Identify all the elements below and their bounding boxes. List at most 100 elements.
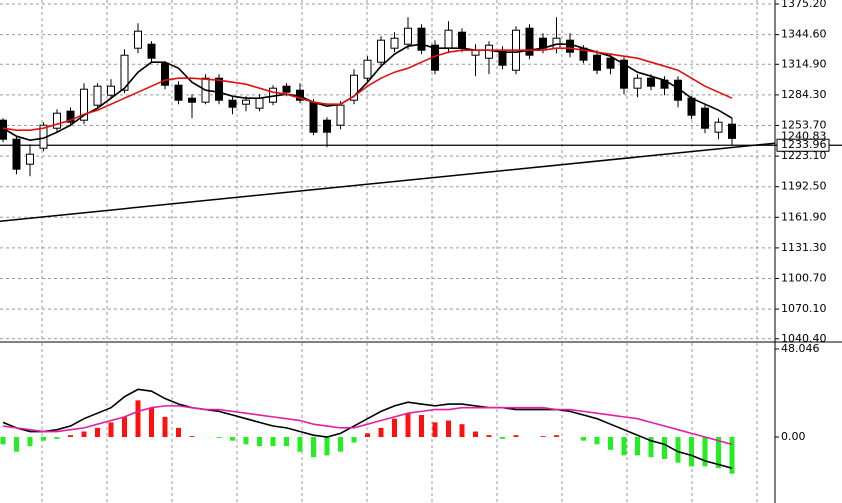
histogram-bar bbox=[486, 435, 492, 438]
histogram-bar bbox=[0, 437, 6, 445]
candle-body bbox=[134, 30, 142, 49]
candle-body bbox=[147, 43, 156, 59]
candle-body bbox=[485, 44, 493, 59]
candle-body bbox=[593, 54, 601, 71]
candle-body bbox=[417, 27, 426, 51]
histogram-bar bbox=[594, 437, 600, 445]
candle-body bbox=[525, 27, 534, 56]
histogram-bar bbox=[162, 416, 168, 438]
moving-average bbox=[2, 43, 733, 142]
y-tick-label: 1070.10 bbox=[781, 302, 827, 315]
y-tick-label: 1314.90 bbox=[781, 57, 827, 70]
macd-line bbox=[2, 388, 733, 469]
histogram-bar bbox=[405, 413, 411, 438]
histogram-bar bbox=[554, 435, 559, 438]
histogram-bar bbox=[635, 437, 640, 456]
y-tick-label: 1375.20 bbox=[781, 0, 827, 10]
histogram-bar bbox=[270, 437, 276, 447]
candle-body bbox=[66, 110, 75, 123]
y-tick-label: 1161.90 bbox=[781, 210, 827, 223]
candle-body bbox=[728, 123, 736, 139]
candle-body bbox=[552, 37, 561, 49]
y-tick-label: 48.046 bbox=[781, 342, 820, 355]
histogram-bar bbox=[689, 437, 694, 467]
histogram-bar bbox=[446, 420, 451, 438]
histogram-bar bbox=[540, 436, 546, 438]
histogram-bar bbox=[473, 431, 478, 438]
candle-body bbox=[336, 104, 345, 126]
histogram-bar bbox=[648, 437, 654, 458]
histogram-bar bbox=[432, 422, 438, 438]
histogram-bar bbox=[459, 424, 465, 438]
histogram-bar bbox=[702, 437, 708, 467]
histogram-bar bbox=[675, 437, 681, 463]
histogram-bar bbox=[122, 416, 127, 438]
candle-body bbox=[53, 112, 61, 129]
histogram-bar bbox=[14, 437, 19, 452]
histogram-bar bbox=[108, 422, 114, 438]
candle-body bbox=[282, 85, 291, 93]
y-tick-label: 1192.50 bbox=[781, 180, 827, 193]
histogram-bar bbox=[216, 437, 222, 438]
histogram-bar bbox=[135, 400, 141, 438]
candle-body bbox=[215, 77, 223, 101]
candle-body bbox=[228, 99, 237, 108]
histogram-bar bbox=[95, 427, 100, 438]
histogram-bar bbox=[311, 437, 316, 458]
y-tick-label: 1040.40 bbox=[781, 332, 827, 345]
histogram-bar bbox=[338, 437, 343, 452]
candle-body bbox=[255, 97, 264, 109]
candle-body bbox=[309, 101, 318, 133]
histogram-bar bbox=[662, 437, 667, 460]
candle-body bbox=[633, 77, 642, 89]
candle-body bbox=[120, 54, 129, 91]
candle-body bbox=[12, 138, 21, 170]
histogram-bar bbox=[68, 435, 73, 438]
candle-body bbox=[606, 57, 615, 69]
histogram-bar bbox=[41, 437, 46, 441]
candle-body bbox=[404, 27, 412, 45]
candle-body bbox=[26, 153, 34, 165]
histogram-bar bbox=[189, 436, 195, 438]
macd-line bbox=[2, 405, 733, 446]
candle-body bbox=[714, 121, 723, 133]
y-tick-label: 1253.70 bbox=[781, 119, 827, 132]
histogram-bar bbox=[176, 427, 181, 438]
y-tick-label: 1100.70 bbox=[781, 272, 827, 285]
candle-body bbox=[80, 88, 88, 121]
candle-body bbox=[323, 119, 331, 133]
histogram-bar bbox=[243, 437, 249, 445]
candle-body bbox=[701, 107, 709, 129]
candle-body bbox=[107, 85, 115, 96]
histogram-bar bbox=[716, 437, 721, 469]
histogram-bar bbox=[54, 437, 60, 439]
histogram-bar bbox=[621, 437, 627, 456]
histogram-bar bbox=[500, 437, 505, 439]
moving-average bbox=[2, 47, 733, 131]
y-tick-label: 1344.60 bbox=[781, 28, 827, 41]
candle-body bbox=[458, 31, 466, 49]
candle-body bbox=[647, 77, 655, 87]
candle-body bbox=[377, 39, 385, 63]
histogram-bar bbox=[257, 437, 262, 447]
hline-label-box bbox=[776, 138, 830, 152]
histogram-bar bbox=[149, 407, 154, 438]
histogram-bar bbox=[419, 415, 424, 438]
histogram-bar bbox=[392, 418, 397, 438]
histogram-bar bbox=[378, 427, 384, 438]
candle-body bbox=[363, 59, 372, 79]
histogram-bar bbox=[297, 437, 303, 452]
histogram-bar bbox=[324, 437, 330, 456]
histogram-bar bbox=[351, 437, 357, 443]
histogram-bar bbox=[27, 437, 33, 447]
histogram-bar bbox=[608, 437, 613, 450]
histogram-bar bbox=[729, 437, 735, 474]
y-tick-label: 1223.10 bbox=[781, 149, 827, 162]
candle-body bbox=[444, 29, 453, 49]
y-tick-label: 1131.30 bbox=[781, 241, 827, 254]
candle-body bbox=[242, 99, 250, 105]
candle-body bbox=[188, 97, 196, 103]
candle-body bbox=[566, 39, 574, 53]
histogram-bar bbox=[513, 435, 519, 438]
